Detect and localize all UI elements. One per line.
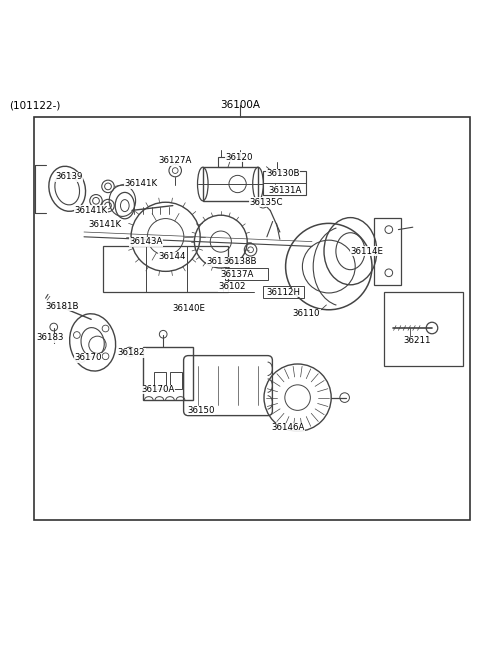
Text: 36150: 36150 (187, 406, 215, 415)
Text: 36170: 36170 (74, 354, 102, 362)
Bar (154, 372, 166, 389)
Bar (203, 167, 258, 201)
Text: 36143A: 36143A (130, 237, 163, 246)
Text: 36110: 36110 (293, 309, 320, 318)
Text: 36182: 36182 (118, 348, 145, 358)
Text: 36100A: 36100A (220, 100, 260, 110)
Text: 36138B: 36138B (223, 257, 257, 266)
Text: 36140E: 36140E (173, 304, 206, 314)
Bar (263, 286, 304, 298)
Text: 36114E: 36114E (350, 247, 384, 256)
Text: 36130B: 36130B (266, 169, 300, 178)
Bar (384, 292, 463, 367)
Text: 36131A: 36131A (269, 186, 302, 195)
Bar (374, 218, 401, 285)
Text: 36144: 36144 (158, 253, 186, 262)
Text: 36135C: 36135C (250, 197, 283, 207)
Text: 36146A: 36146A (271, 423, 305, 432)
Bar (170, 372, 182, 389)
Bar (263, 171, 306, 195)
Bar (218, 157, 242, 167)
Text: 36145: 36145 (206, 257, 234, 266)
Text: 36120: 36120 (226, 153, 253, 161)
Text: 36181B: 36181B (46, 302, 79, 311)
Text: 36112H: 36112H (266, 288, 300, 297)
Text: 36183: 36183 (36, 333, 63, 342)
Bar (103, 247, 228, 292)
Text: 36170A: 36170A (142, 385, 175, 394)
Text: 36141K: 36141K (125, 180, 158, 188)
Text: 36211: 36211 (403, 336, 431, 345)
Text: 36141K: 36141K (89, 220, 122, 230)
Text: 36127A: 36127A (158, 157, 192, 165)
Text: 36141K: 36141K (74, 206, 108, 215)
Bar (143, 347, 193, 400)
Text: 36139: 36139 (55, 173, 83, 181)
Text: 36102: 36102 (218, 282, 246, 291)
Bar (34, 117, 470, 520)
Bar (225, 268, 268, 280)
Text: (101122-): (101122-) (10, 100, 61, 110)
Text: 36137A: 36137A (221, 270, 254, 279)
